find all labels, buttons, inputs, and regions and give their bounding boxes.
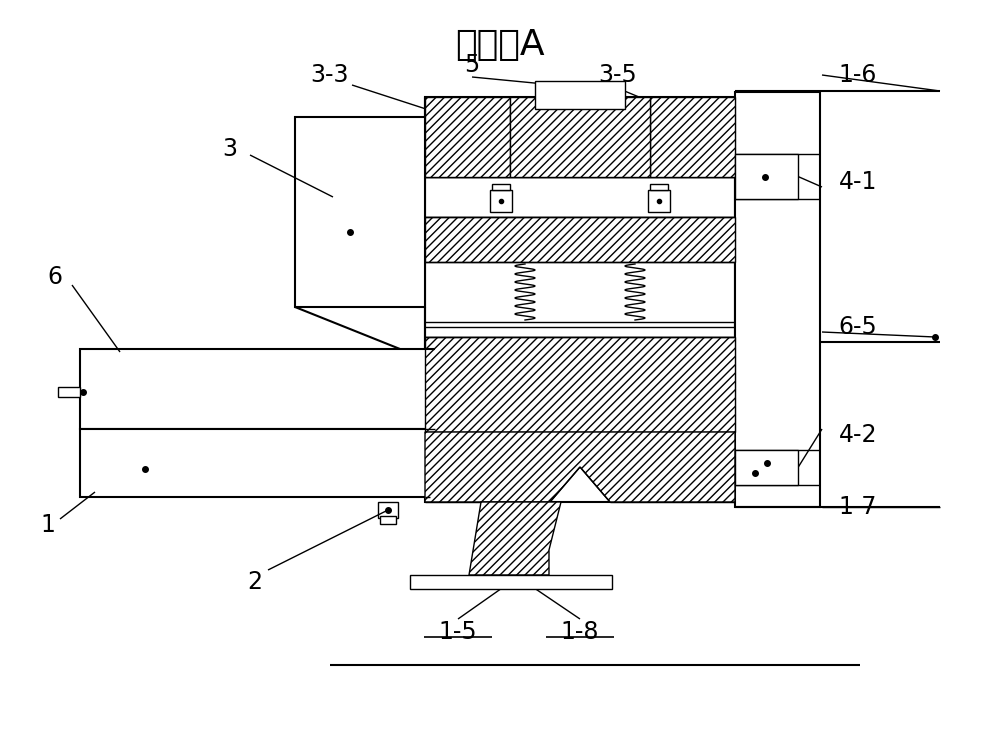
- Bar: [410, 575, 612, 589]
- Bar: [425, 97, 735, 502]
- Text: 4-1: 4-1: [839, 170, 877, 194]
- Text: 3-5: 3-5: [599, 63, 637, 87]
- Text: 4-2: 4-2: [839, 423, 877, 447]
- Bar: [648, 190, 670, 212]
- Bar: [492, 184, 510, 190]
- Text: 3: 3: [222, 137, 238, 161]
- Text: 5: 5: [464, 53, 480, 77]
- Bar: [425, 337, 735, 432]
- Polygon shape: [425, 432, 735, 502]
- Text: 1: 1: [41, 513, 55, 537]
- Bar: [425, 217, 735, 262]
- Bar: [650, 97, 735, 177]
- Bar: [735, 154, 798, 199]
- Bar: [535, 81, 625, 109]
- Bar: [490, 190, 512, 212]
- Text: 2: 2: [247, 570, 262, 594]
- Text: 3-3: 3-3: [311, 63, 349, 87]
- Text: 1-7: 1-7: [839, 495, 877, 519]
- Bar: [378, 502, 398, 518]
- Bar: [380, 516, 396, 524]
- Text: 1-8: 1-8: [561, 620, 599, 644]
- Text: 1-5: 1-5: [439, 620, 477, 644]
- Polygon shape: [469, 502, 561, 575]
- Bar: [295, 117, 425, 307]
- Bar: [425, 97, 510, 177]
- Bar: [735, 92, 820, 507]
- Bar: [58, 387, 80, 397]
- Bar: [80, 429, 430, 497]
- Text: 6: 6: [48, 265, 63, 289]
- Bar: [510, 97, 650, 177]
- Bar: [650, 184, 668, 190]
- Text: 6-5: 6-5: [839, 315, 877, 339]
- Bar: [80, 349, 435, 429]
- Bar: [735, 450, 798, 485]
- Text: 局剖图A: 局剖图A: [455, 28, 545, 62]
- Text: 1-6: 1-6: [839, 63, 877, 87]
